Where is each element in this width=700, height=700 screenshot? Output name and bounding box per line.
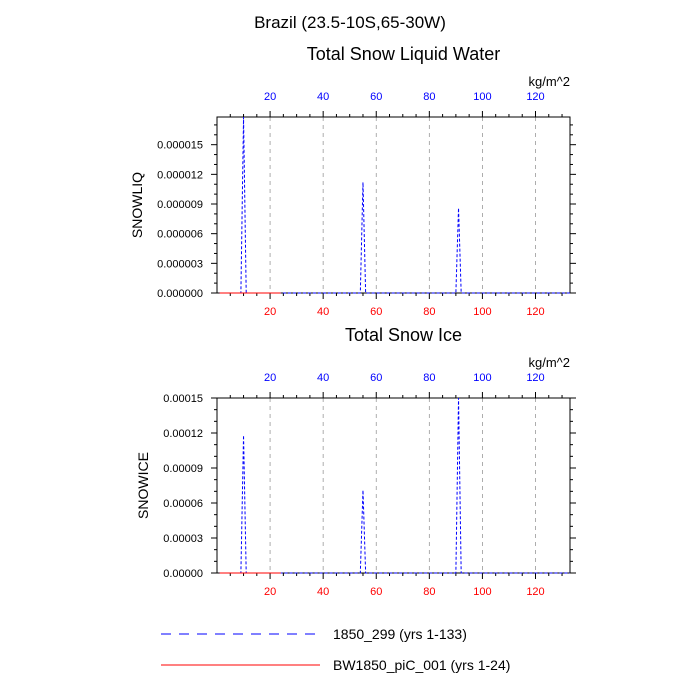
x-tick-label-top: 20: [264, 91, 276, 103]
x-tick-label-top: 60: [370, 91, 382, 103]
y-tick-label: 0.00012: [163, 428, 203, 440]
y-tick-label: 0.000003: [157, 258, 203, 270]
series-line-1: [219, 116, 570, 294]
x-tick-label-bottom: 60: [370, 586, 382, 598]
x-tick-label-bottom: 40: [317, 586, 329, 598]
x-tick-label-bottom: 40: [317, 306, 329, 318]
units-label: kg/m^2: [528, 355, 570, 370]
chart-panel-1: Total Snow Liquid Water kg/m^2 20 20 40 40 60 6…: [129, 44, 576, 318]
legend: 1850_299 (yrs 1-133) BW1850_piC_001 (yrs …: [161, 626, 510, 673]
x-tick-label-top: 60: [370, 372, 382, 384]
units-label: kg/m^2: [528, 74, 570, 89]
x-tick-label-bottom: 100: [473, 586, 491, 598]
y-tick-label: 0.000015: [157, 140, 203, 152]
x-tick-label-top: 40: [317, 91, 329, 103]
x-tick-label-bottom: 60: [370, 306, 382, 318]
plot-frame: [216, 397, 571, 574]
x-tick-label-bottom: 20: [264, 586, 276, 598]
chart-title: Total Snow Liquid Water: [307, 44, 500, 64]
x-tick-label-top: 80: [423, 372, 435, 384]
x-tick-label-bottom: 120: [526, 306, 544, 318]
y-tick-label: 0.000000: [157, 288, 203, 300]
x-tick-label-bottom: 80: [423, 306, 435, 318]
y-tick-label: 0.00015: [163, 393, 203, 405]
x-tick-label-top: 100: [473, 372, 491, 384]
series-line-1: [219, 397, 570, 574]
chart-panel-2: Total Snow Ice kg/m^2 20 20 40 40 60 60 80 80 100 1…: [135, 325, 576, 598]
chart-panels: Total Snow Liquid Water kg/m^2 20 20 40 40 60 6…: [129, 44, 576, 598]
legend-label-2: BW1850_piC_001 (yrs 1-24): [333, 657, 510, 673]
x-tick-label-bottom: 20: [264, 306, 276, 318]
y-tick-label: 0.000012: [157, 169, 203, 181]
y-tick-label: 0.00006: [163, 498, 203, 510]
x-tick-label-top: 20: [264, 372, 276, 384]
chart-title: Total Snow Ice: [345, 325, 462, 345]
y-axis-label: SNOWLIQ: [129, 172, 145, 238]
x-tick-label-top: 40: [317, 372, 329, 384]
y-tick-label: 0.00000: [163, 568, 203, 580]
page-title: Brazil (23.5-10S,65-30W): [254, 13, 446, 32]
x-tick-label-bottom: 120: [526, 586, 544, 598]
y-axis-label: SNOWICE: [135, 452, 151, 519]
y-tick-label: 0.00003: [163, 533, 203, 545]
y-tick-label: 0.00009: [163, 463, 203, 475]
x-tick-label-top: 80: [423, 91, 435, 103]
x-tick-label-top: 100: [473, 91, 491, 103]
x-tick-label-bottom: 80: [423, 586, 435, 598]
legend-label-1: 1850_299 (yrs 1-133): [333, 626, 467, 642]
y-tick-label: 0.000006: [157, 229, 203, 241]
y-tick-label: 0.000009: [157, 199, 203, 211]
x-tick-label-bottom: 100: [473, 306, 491, 318]
x-tick-label-top: 120: [526, 372, 544, 384]
x-tick-label-top: 120: [526, 91, 544, 103]
